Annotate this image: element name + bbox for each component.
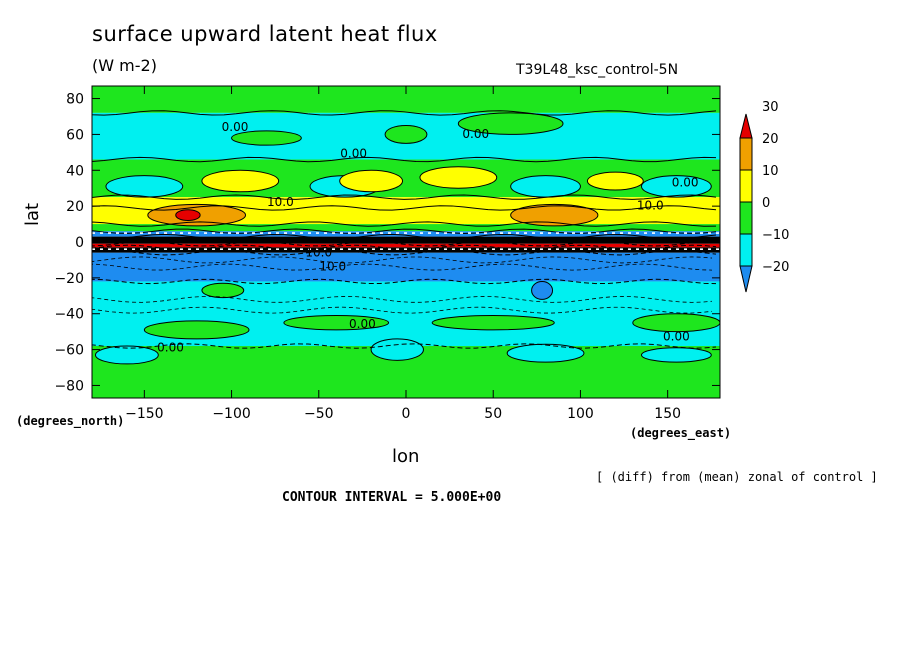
anomaly-region [94, 345, 159, 365]
colorbar-label: 20 [762, 132, 779, 147]
x-tick-label: 100 [567, 406, 594, 422]
anomaly-region [370, 338, 424, 361]
contour-line [92, 241, 717, 247]
y-tick-label: 0 [75, 235, 84, 251]
x-tick-label: −100 [212, 406, 250, 422]
anomaly-region [283, 315, 390, 331]
zonal-band [92, 247, 720, 253]
colorbar-segment [739, 169, 753, 203]
contour-line [92, 205, 717, 211]
zonal-band [92, 197, 720, 208]
y-tick-label: 80 [66, 92, 84, 108]
contour-line [92, 306, 713, 314]
contour-label: 0.00 [462, 127, 489, 141]
contour-line [92, 256, 713, 264]
anomaly-region [143, 320, 250, 340]
colorbar-segment [739, 201, 753, 235]
contour-label: 0.00 [663, 330, 690, 344]
colorbar-label: 0 [762, 196, 770, 211]
anomaly-region [419, 166, 498, 189]
difference-note: [ (diff) from (mean) zonal of control ] [596, 470, 878, 484]
contour-line [92, 156, 717, 163]
x-tick-label: −150 [125, 406, 163, 422]
anomaly-region [632, 313, 720, 333]
contour-label: 0.00 [672, 175, 699, 189]
x-axis-units: (degrees_east) [630, 426, 732, 440]
contour-line [92, 263, 713, 271]
anomaly-region [339, 169, 404, 193]
contour-line [92, 250, 717, 256]
y-tick-label: 40 [66, 163, 84, 179]
x-axis-title: lon [392, 446, 420, 467]
anomaly-region [105, 175, 184, 198]
anomaly-region [586, 171, 644, 191]
contour-label: 10.0 [319, 260, 346, 274]
x-tick-label: −50 [304, 406, 334, 422]
contour-label: 10.0 [305, 245, 332, 259]
anomaly-region [231, 130, 302, 146]
colorbar-label: 30 [762, 100, 779, 115]
contour-line [92, 110, 717, 116]
anomaly-region [384, 124, 428, 144]
y-tick-label: 20 [66, 199, 84, 215]
x-tick-label: 50 [484, 406, 502, 422]
colorbar-arrow-top [739, 113, 753, 139]
y-tick-label: −80 [54, 378, 84, 394]
y-tick-label: −40 [54, 307, 84, 323]
contour-label: 0.00 [222, 120, 249, 134]
anomaly-region [510, 203, 599, 227]
anomaly-region [431, 315, 555, 331]
colorbar-label: −10 [762, 228, 789, 243]
anomaly-region [510, 175, 581, 198]
y-tick-label: −60 [54, 343, 84, 359]
contour-line [92, 233, 717, 240]
colorbar-label: 10 [762, 164, 779, 179]
contour-label: 0.00 [349, 317, 376, 331]
anomaly-region [641, 175, 712, 198]
run-label: T39L48_ksc_control-5N [516, 62, 679, 78]
x-tick-label: 0 [402, 406, 411, 422]
zonal-band [92, 224, 720, 232]
zonal-band [92, 231, 720, 237]
contour-label: 0.00 [340, 147, 367, 161]
anomaly-region [641, 347, 712, 363]
y-tick-label: −20 [54, 271, 84, 287]
contour-line [92, 295, 713, 303]
x-tick-label: 150 [654, 406, 681, 422]
anomaly-region [201, 282, 245, 299]
y-axis-units: (degrees_north) [16, 414, 125, 428]
colorbar-arrow-bottom [739, 265, 753, 293]
contour-line [92, 228, 717, 234]
colorbar-segment [739, 233, 753, 267]
contour-line [92, 278, 717, 285]
anomaly-region [201, 169, 280, 193]
anomaly-region [175, 209, 201, 221]
contour-label: 0.00 [157, 340, 184, 354]
y-axis-title: lat [22, 202, 43, 226]
contour-label: 10.0 [267, 195, 294, 209]
units-label: (W m-2) [92, 56, 157, 75]
anomaly-region [457, 112, 564, 135]
contour-line [92, 343, 717, 349]
colorbar-label: −20 [762, 260, 789, 275]
contour-line [92, 221, 717, 227]
contour-interval: CONTOUR INTERVAL = 5.000E+00 [282, 490, 502, 505]
zonal-band [92, 243, 720, 248]
anomaly-region [531, 280, 554, 300]
y-tick-label: 60 [66, 127, 84, 143]
contour-line [92, 194, 717, 200]
zonal-band [92, 236, 720, 244]
chart-title: surface upward latent heat flux [92, 22, 438, 46]
contour-label: 10.0 [637, 199, 664, 213]
anomaly-region [506, 343, 585, 363]
colorbar-segment [739, 137, 753, 171]
